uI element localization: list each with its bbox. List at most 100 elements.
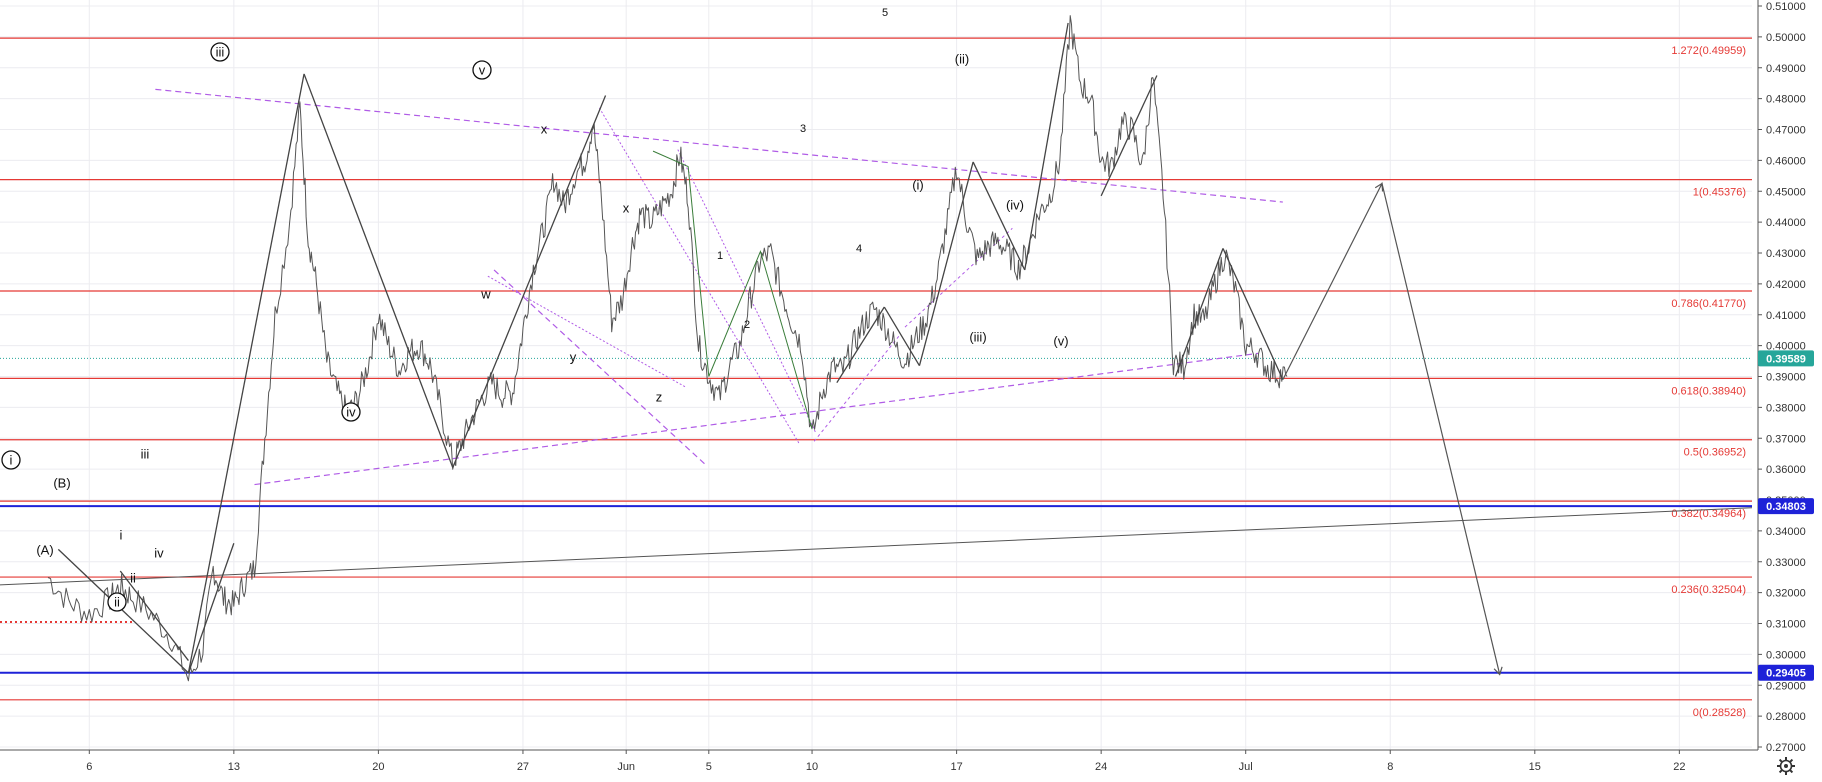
wave-label: 4 — [856, 243, 862, 255]
price-badge — [1758, 664, 1814, 681]
green-wave-path — [652, 150, 813, 430]
wave-label: iii — [141, 447, 150, 462]
fib-label: 0(0.28528) — [1693, 707, 1746, 719]
wave-label-circle — [107, 592, 127, 612]
wave-label: iv — [346, 405, 356, 420]
wave-label: 1 — [717, 250, 723, 262]
wave-label: 3 — [800, 123, 806, 135]
wave-label: i — [120, 528, 123, 543]
wave-segment — [187, 543, 235, 674]
y-tick-label: 0.42000 — [1766, 279, 1806, 291]
wave-label-circle — [472, 60, 492, 80]
wave-segment — [836, 306, 885, 384]
fib-label: 0.786(0.41770) — [1671, 298, 1746, 310]
wave-label: 2 — [744, 319, 750, 331]
x-tick-label: 22 — [1673, 761, 1685, 773]
y-tick-label: 0.33000 — [1766, 557, 1806, 569]
wave-label: (v) — [1053, 334, 1068, 349]
wave-label: y — [570, 350, 577, 365]
wave-label: (ii) — [955, 52, 969, 67]
price-badge-label: 0.34803 — [1766, 501, 1806, 513]
wave-label: z — [656, 390, 663, 405]
y-tick-label: 0.38000 — [1766, 402, 1806, 414]
projection-paths — [57, 22, 1503, 676]
x-tick-label: 15 — [1529, 761, 1541, 773]
wave-segment — [918, 161, 974, 366]
price-line-series — [47, 15, 1288, 682]
price-badge — [1758, 498, 1814, 515]
x-tick-label: 10 — [806, 761, 818, 773]
fib-label: 1(0.45376) — [1693, 187, 1746, 199]
wave-label: iii — [216, 45, 225, 60]
x-tick-label: Jun — [617, 761, 635, 773]
trendline-dotted — [487, 275, 687, 388]
fib-label: 1.272(0.49959) — [1671, 45, 1746, 57]
wave-segment — [1100, 75, 1158, 197]
fib-label: 0.5(0.36952) — [1684, 447, 1746, 459]
y-tick-label: 0.51000 — [1766, 1, 1806, 13]
gear-icon[interactable] — [1777, 757, 1795, 775]
wave-segment — [57, 548, 189, 674]
fib-levels: 1.272(0.49959) 1(0.45376) 0.786(0.41770) 0.… — [0, 37, 1752, 719]
y-tick-label: 0.32000 — [1766, 588, 1806, 600]
wave-segment — [452, 95, 607, 468]
y-tick-label: 0.39000 — [1766, 372, 1806, 384]
y-tick-label: 0.46000 — [1766, 155, 1806, 167]
y-tick-label: 0.48000 — [1766, 94, 1806, 106]
wave-segment — [972, 161, 1026, 271]
wave-labels: iiiiiiivv(A)(B)iiiiiiivwxyxz12345(i)(ii)… — [1, 7, 1069, 612]
y-tick-label: 0.49000 — [1766, 63, 1806, 75]
wave-label: ii — [130, 571, 136, 586]
price-badge-label: 0.29405 — [1766, 668, 1806, 680]
wave-segment — [1024, 22, 1069, 271]
y-tick-label: 0.47000 — [1766, 125, 1806, 137]
y-tick-label: 0.41000 — [1766, 310, 1806, 322]
fib-label: 0.618(0.38940) — [1671, 385, 1746, 397]
wave-segment — [1222, 248, 1284, 380]
wave-label: 5 — [882, 7, 888, 19]
wave-label: v — [479, 63, 486, 78]
x-tick-label: 20 — [372, 761, 384, 773]
y-tick-label: 0.34000 — [1766, 526, 1806, 538]
fib-label: 0.236(0.32504) — [1671, 584, 1746, 596]
grid-layer — [0, 0, 1752, 750]
wave-label: ii — [114, 595, 120, 610]
trendline-dotted — [677, 149, 817, 434]
y-tick-label: 0.27000 — [1766, 742, 1806, 754]
x-tick-label: Jul — [1239, 761, 1253, 773]
price-series — [47, 15, 1288, 682]
fib-label: 0.382(0.34964) — [1671, 508, 1746, 520]
wave-segment — [187, 73, 305, 674]
trendlines — [0, 88, 1753, 586]
projection-arrowhead — [1493, 666, 1503, 676]
trendline-dashed — [155, 88, 1283, 203]
x-tick-label: 17 — [950, 761, 962, 773]
y-tick-label: 0.45000 — [1766, 186, 1806, 198]
wave-label: (iv) — [1006, 198, 1024, 213]
x-tick-label: 13 — [228, 761, 240, 773]
x-tick-label: 27 — [517, 761, 529, 773]
y-tick-label: 0.40000 — [1766, 341, 1806, 353]
wave-label: w — [480, 287, 491, 302]
wave-label: x — [623, 201, 630, 216]
y-tick-label: 0.36000 — [1766, 464, 1806, 476]
projection-arrowhead — [1374, 182, 1384, 192]
price-badge-label: 0.39589 — [1766, 353, 1806, 365]
y-tick-label: 0.37000 — [1766, 433, 1806, 445]
trendline-dashed — [254, 352, 1259, 486]
wave-label: i — [10, 453, 13, 468]
wave-label: x — [541, 122, 548, 137]
price-badges: 0.39589 0.34803 0.29405 — [1758, 350, 1814, 681]
x-tick-label: 6 — [86, 761, 92, 773]
y-tick-label: 0.43000 — [1766, 248, 1806, 260]
y-tick-label: 0.28000 — [1766, 711, 1806, 723]
price-badge — [1758, 350, 1814, 367]
wave-label: (A) — [36, 543, 53, 558]
wave-segment — [1174, 248, 1224, 377]
wave-label: iv — [154, 546, 164, 561]
trendline-dashed — [493, 269, 706, 465]
wave-label-circle — [1, 450, 21, 470]
wave-label: (B) — [53, 476, 70, 491]
